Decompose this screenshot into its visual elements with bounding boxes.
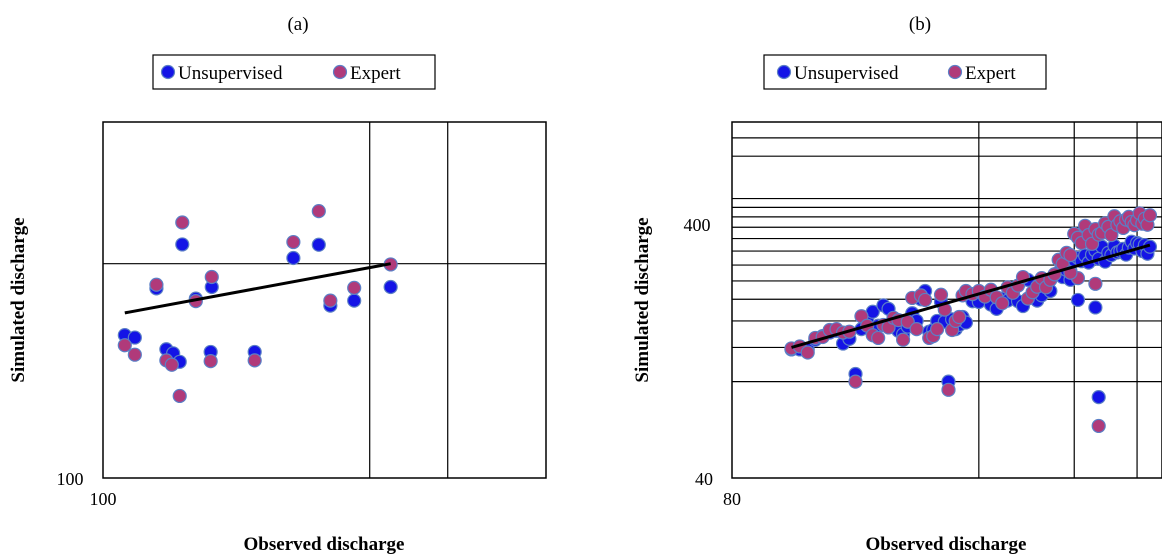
panel-b-trendline [791,243,1151,349]
panel-a-point-expert [311,203,326,219]
panel-b-point-expert [952,309,967,325]
panel-b-point-unsupervised [1091,390,1106,405]
panel-b-point-unsupervised [1088,300,1103,315]
panel-b-x-axis-title: Observed discharge [866,534,1027,555]
panel-b-legend-marker-unsupervised [776,64,792,80]
panel-b-legend-box [763,54,1047,90]
panel-a-point-expert [164,357,179,372]
panel-b-point-expert [1142,208,1158,223]
panel-a: (a) Unsupervised Expert 100 100 Observed… [8,14,547,555]
panel-b-legend-marker-expert [947,64,963,80]
panel-a-legend-box [152,54,436,90]
panel-b-legend: Unsupervised Expert [763,54,1047,90]
panel-b-y-axis-title: Simulated discharge [632,217,653,382]
panel-a-point-expert [127,347,142,362]
panel-a-legend-marker-expert [332,64,348,80]
panel-a-legend-label-expert: Expert [350,63,401,84]
panel-b-y-tick-label-400: 400 [684,215,711,235]
panel-a-point-expert [175,215,190,230]
panel-a-legend: Unsupervised Expert [152,54,436,90]
panel-b-point-unsupervised [1070,292,1086,308]
panel-a-marks [117,203,398,404]
panel-b-point-expert [1063,248,1078,263]
panel-b-point-expert [909,322,924,337]
panel-a-point-expert [347,280,362,295]
panel-a-point-unsupervised [175,237,190,252]
panel-a-point-unsupervised [127,330,142,345]
panel-a-point-expert [247,353,262,368]
panel-a-legend-label-unsupervised: Unsupervised [178,63,283,84]
panel-a-trendline [124,262,391,315]
panel-a-point-unsupervised [286,250,301,266]
panel-a-point-expert [172,388,187,404]
panel-b-point-expert [800,345,815,360]
panel-a-point-expert [117,338,132,353]
panel-a-x-axis-title: Observed discharge [244,534,405,555]
panel-a-y-tick-label: 100 [57,469,84,489]
panel-b-point-expert [1091,418,1106,434]
panel-a-point-expert [203,353,218,369]
panel-b-marks [784,206,1158,434]
panel-a-gridlines [103,122,546,478]
panel-a-point-expert [204,269,219,285]
panel-a-point-unsupervised [383,279,398,295]
panel-a-point-unsupervised [311,237,326,252]
panel-b-legend-label-expert: Expert [965,63,1016,84]
panel-a-point-expert [286,234,301,250]
panel-b-point-expert [918,292,933,308]
panel-a-y-axis-title: Simulated discharge [8,217,29,382]
panel-a-point-unsupervised [347,293,362,308]
panel-b-label: (b) [909,14,931,35]
panel-b-point-expert [848,374,863,389]
panel-a-label: (a) [287,14,308,35]
panel-b-point-expert [896,332,911,347]
panel-b-point-expert [930,322,945,337]
panel-b-point-expert [1088,276,1103,291]
panel-a-point-expert [323,293,338,308]
panel-b-point-expert [871,330,886,346]
panel-a-x-tick-label: 100 [90,489,117,509]
panel-b-point-expert [941,382,956,397]
panel-a-legend-marker-unsupervised [160,64,176,80]
panel-b-point-expert [995,296,1010,311]
panel-b-point-expert [933,287,949,302]
panel-b-y-tick-label-40: 40 [695,469,713,489]
panel-b: (b) Unsupervised Expert 400 40 80 Observ… [632,14,1162,555]
panel-b-x-tick-label-80: 80 [723,489,741,509]
panel-a-point-expert [149,277,164,292]
panel-b-legend-label-unsupervised: Unsupervised [794,63,899,84]
